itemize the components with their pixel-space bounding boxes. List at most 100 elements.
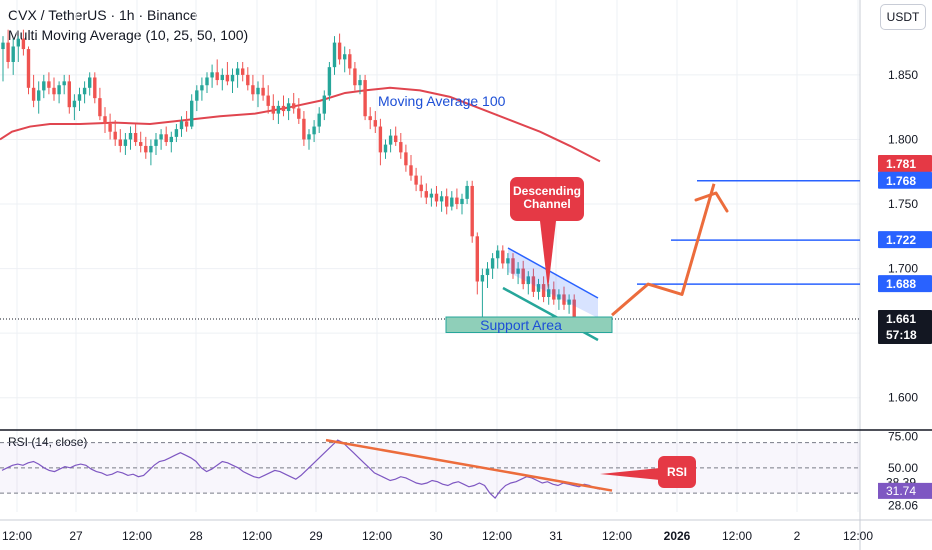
candle-body bbox=[266, 95, 270, 106]
time-tick-label: 2 bbox=[794, 529, 801, 543]
candle-body bbox=[16, 38, 20, 47]
candle-body bbox=[353, 68, 357, 86]
ma100-line bbox=[0, 86, 601, 163]
candle-body bbox=[215, 72, 219, 81]
indicator-label: Multi Moving Average (10, 25, 50, 100) bbox=[8, 27, 249, 43]
time-tick-label: 30 bbox=[429, 529, 443, 543]
time-tick-label: 12:00 bbox=[843, 529, 873, 543]
candle-body bbox=[445, 196, 449, 207]
candle-body bbox=[332, 42, 337, 68]
candle-body bbox=[108, 123, 112, 132]
candle-body bbox=[184, 121, 189, 127]
candle-body bbox=[317, 113, 321, 127]
candle-body bbox=[337, 42, 342, 60]
candle-body bbox=[286, 103, 291, 112]
candle-body bbox=[256, 87, 260, 95]
candle-body bbox=[526, 276, 530, 285]
candle-body bbox=[169, 136, 173, 143]
channel-callout-box bbox=[510, 177, 584, 221]
price-tick-label: 1.800 bbox=[888, 132, 918, 146]
candle-body bbox=[1, 42, 5, 50]
projection-arrow-path bbox=[611, 183, 716, 317]
candle-body bbox=[572, 299, 576, 319]
price-tick-label: 1.850 bbox=[888, 68, 918, 82]
rsi-title: RSI (14, close) bbox=[8, 435, 87, 449]
candle-body bbox=[118, 139, 122, 146]
price-tag-bg bbox=[878, 171, 932, 189]
time-tick-label: 31 bbox=[549, 529, 563, 543]
candle-body bbox=[210, 72, 214, 78]
rsi-tick-label: 50.00 bbox=[888, 461, 918, 475]
candle-body bbox=[496, 250, 500, 259]
candle-body bbox=[460, 198, 464, 205]
price-tick-label: 1.600 bbox=[888, 391, 918, 405]
candle-body bbox=[506, 258, 510, 264]
candle-body bbox=[123, 139, 128, 146]
time-tick-label: 28 bbox=[189, 529, 203, 543]
rsi-callout-label: RSI bbox=[667, 465, 687, 479]
candle-body bbox=[475, 236, 479, 282]
candle-body bbox=[388, 135, 393, 145]
candle-body bbox=[37, 90, 41, 101]
time-tick-label: 12:00 bbox=[722, 529, 752, 543]
candle-body bbox=[557, 294, 561, 300]
candle-body bbox=[511, 258, 515, 274]
currency-button[interactable]: USDT bbox=[880, 4, 926, 30]
price-tag-label: 1.722 bbox=[886, 233, 916, 247]
candle-body bbox=[144, 145, 148, 153]
candle-body bbox=[404, 152, 408, 166]
time-tick-label: 12:00 bbox=[602, 529, 632, 543]
candle-body bbox=[383, 144, 388, 153]
channel-callout-pointer bbox=[540, 221, 556, 290]
rsi-tick-label: 28.06 bbox=[888, 499, 918, 513]
candle-body bbox=[490, 258, 495, 269]
candle-body bbox=[547, 289, 551, 297]
candle-body bbox=[241, 68, 245, 75]
candle-body bbox=[439, 196, 444, 202]
candle-body bbox=[409, 165, 413, 176]
candle-body bbox=[302, 118, 306, 140]
price-tag-label: 1.688 bbox=[886, 277, 916, 291]
candle-body bbox=[358, 80, 362, 86]
rsi-callout-pointer bbox=[600, 468, 660, 480]
candle-body bbox=[205, 77, 209, 86]
chart-title: CVX / TetherUS · 1h · Binance bbox=[8, 7, 198, 23]
candle-body bbox=[363, 80, 367, 117]
candle-body bbox=[62, 81, 66, 86]
candle-body bbox=[164, 134, 168, 143]
candle-body bbox=[190, 100, 194, 127]
candle-body bbox=[450, 197, 454, 207]
candle-body bbox=[103, 116, 107, 124]
time-tick-label: 29 bbox=[309, 529, 323, 543]
candle-body bbox=[536, 284, 541, 292]
price-tag-label: 1.768 bbox=[886, 174, 916, 188]
support-area-box bbox=[445, 316, 613, 334]
candle-body bbox=[501, 250, 505, 264]
candle-body bbox=[159, 134, 163, 140]
ma100-label: Moving Average 100 bbox=[378, 93, 506, 109]
candle-body bbox=[516, 268, 520, 274]
price-tag-bg bbox=[878, 154, 932, 172]
time-tick-label: 12:00 bbox=[362, 529, 392, 543]
rsi-tick-label: 75.00 bbox=[888, 429, 918, 443]
candle-body bbox=[414, 175, 418, 185]
candle-body bbox=[276, 105, 281, 114]
candle-body bbox=[485, 268, 490, 276]
rsi-value-tag-bg bbox=[878, 482, 932, 499]
candle-body bbox=[113, 131, 117, 140]
candle-body bbox=[455, 197, 459, 205]
candle-body bbox=[552, 289, 556, 300]
candle-body bbox=[368, 116, 372, 121]
candle-body bbox=[230, 74, 235, 82]
candle-body bbox=[67, 81, 71, 108]
rsi-callout-box bbox=[658, 456, 696, 488]
candle-body bbox=[394, 135, 398, 143]
candle-body bbox=[465, 185, 469, 199]
candle-body bbox=[82, 87, 87, 95]
rsi-value-tag-label: 31.74 bbox=[886, 484, 916, 498]
candle-body bbox=[373, 120, 377, 127]
price-tag-bg bbox=[878, 231, 932, 249]
candle-body bbox=[42, 81, 46, 91]
candle-body bbox=[348, 54, 352, 69]
